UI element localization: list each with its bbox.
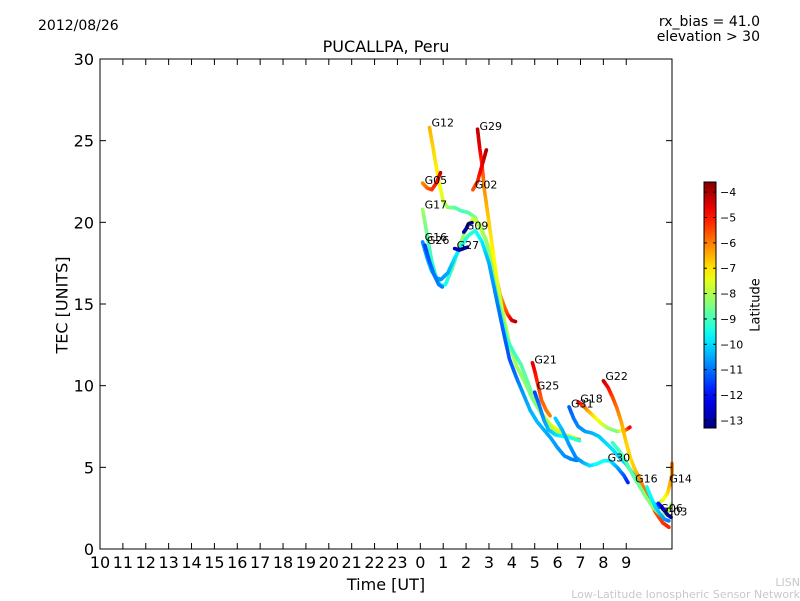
colorbar-tick-label: −7 xyxy=(720,262,736,275)
x-tick-label: 3 xyxy=(484,553,494,572)
colorbar-tick-label: −11 xyxy=(720,364,743,377)
label-g31: G31 xyxy=(571,398,594,411)
data-marks xyxy=(420,125,674,529)
colorbar-gradient xyxy=(703,181,717,429)
y-tick-label: 15 xyxy=(74,295,94,314)
x-tick-label: 2 xyxy=(461,553,471,572)
colorbar-tick-label: −12 xyxy=(720,389,743,402)
label-g14: G14 xyxy=(669,473,692,486)
trace-g02 xyxy=(471,148,489,192)
x-tick-label: 5 xyxy=(530,553,540,572)
y-tick-label: 5 xyxy=(84,458,94,477)
tec-point xyxy=(438,170,443,175)
colorbar-tick-label: −5 xyxy=(720,212,736,225)
label-g03: G03 xyxy=(665,505,688,518)
label-g25: G25 xyxy=(537,380,560,393)
x-tick-label: 19 xyxy=(296,553,316,572)
x-tick-label: 13 xyxy=(158,553,178,572)
label-g09: G09 xyxy=(466,220,489,233)
label-g29: G29 xyxy=(480,120,503,133)
trace-g09 xyxy=(462,220,474,234)
y-tick-label: 0 xyxy=(84,540,94,559)
x-tick-label: 10 xyxy=(90,553,110,572)
y-tick-label: 10 xyxy=(74,377,94,396)
x-tick-label: 23 xyxy=(387,553,407,572)
tec-point xyxy=(484,148,489,152)
x-tick-label: 1 xyxy=(438,553,448,572)
label-g22: G22 xyxy=(605,370,628,383)
tec-point xyxy=(626,480,630,485)
colorbar-tick-label: −6 xyxy=(720,237,736,250)
trace-g06 xyxy=(645,485,671,523)
label-g26: G26 xyxy=(427,234,450,247)
trace-g18 xyxy=(576,400,632,434)
x-tick-label: 0 xyxy=(415,553,425,572)
label-g02: G02 xyxy=(475,179,498,192)
x-tick-label: 16 xyxy=(227,553,247,572)
x-axis-label: Time [UT] xyxy=(346,575,426,594)
trace-g03 xyxy=(656,501,673,520)
label-g30: G30 xyxy=(608,451,631,464)
label-g16: G16 xyxy=(425,231,448,244)
trace-g30 xyxy=(553,416,630,485)
x-axis-ticks: 10 11 12 13 14 15 16 17 18 19 20 21 22 23 0 1 2 3 4 5 6 7 8 9 xyxy=(90,59,631,572)
tec-point xyxy=(440,285,445,289)
tec-point xyxy=(667,525,671,529)
x-tick-label: 17 xyxy=(250,553,270,572)
x-tick-label: 11 xyxy=(113,553,133,572)
x-tick-label: 21 xyxy=(342,553,362,572)
tec-point xyxy=(577,439,582,443)
tec-point xyxy=(470,220,474,225)
colorbar-tick-label: −9 xyxy=(720,313,736,326)
x-tick-label: 9 xyxy=(621,553,631,572)
x-tick-label: 12 xyxy=(136,553,156,572)
x-tick-label: 4 xyxy=(507,553,517,572)
plot-frame xyxy=(99,58,673,550)
trace-g27 xyxy=(452,245,470,252)
label-g05: G05 xyxy=(425,174,448,187)
trace-g21 xyxy=(530,361,552,418)
watermark-network: Low-Latitude Ionospheric Sensor Network xyxy=(571,588,800,601)
watermark-lisn: LISN xyxy=(775,576,800,589)
label-g21: G21 xyxy=(534,353,557,366)
x-tick-label: 22 xyxy=(364,553,384,572)
y-tick-label: 25 xyxy=(74,132,94,151)
colorbar: −4 −5 −6 −7 −8 −9 −10 −11 −12 −13 xyxy=(703,181,743,429)
tec-point xyxy=(548,414,552,418)
chart-title: PUCALLPA, Peru xyxy=(322,37,450,56)
x-tick-label: 18 xyxy=(273,553,293,572)
elevation-label: elevation > 30 xyxy=(656,29,760,45)
trace-g17 xyxy=(420,207,577,440)
trace-g29 xyxy=(475,127,582,442)
colorbar-tick-label: −8 xyxy=(720,288,736,301)
trace-g26 xyxy=(423,243,445,289)
colorbar-tick-label: −4 xyxy=(720,186,736,199)
trace-g05 xyxy=(420,170,443,192)
x-tick-label: 7 xyxy=(575,553,585,572)
x-tick-label: 15 xyxy=(204,553,224,572)
label-g27: G27 xyxy=(457,239,480,252)
tec-point xyxy=(628,425,632,430)
tec-point xyxy=(465,245,470,249)
tec-point xyxy=(667,519,671,523)
label-g12: G12 xyxy=(432,117,455,130)
x-tick-label: 14 xyxy=(181,553,201,572)
label-g16: G16 xyxy=(635,473,658,486)
x-tick-label: 6 xyxy=(553,553,563,572)
y-tick-label: 30 xyxy=(74,50,94,69)
tec-point xyxy=(513,319,518,324)
x-tick-label: 8 xyxy=(598,553,608,572)
y-axis-ticks: 0 5 10 15 20 25 30 xyxy=(74,50,672,559)
y-tick-label: 20 xyxy=(74,213,94,232)
label-g18: G18 xyxy=(580,393,603,406)
label-g17: G17 xyxy=(425,198,448,211)
x-tick-label: 20 xyxy=(319,553,339,572)
trace-g14 xyxy=(658,461,674,504)
colorbar-tick-label: −13 xyxy=(720,414,743,427)
date-label: 2012/08/26 xyxy=(38,18,119,34)
rx-bias-label: rx_bias = 41.0 xyxy=(658,14,760,30)
colorbar-tick-label: −10 xyxy=(720,338,743,351)
